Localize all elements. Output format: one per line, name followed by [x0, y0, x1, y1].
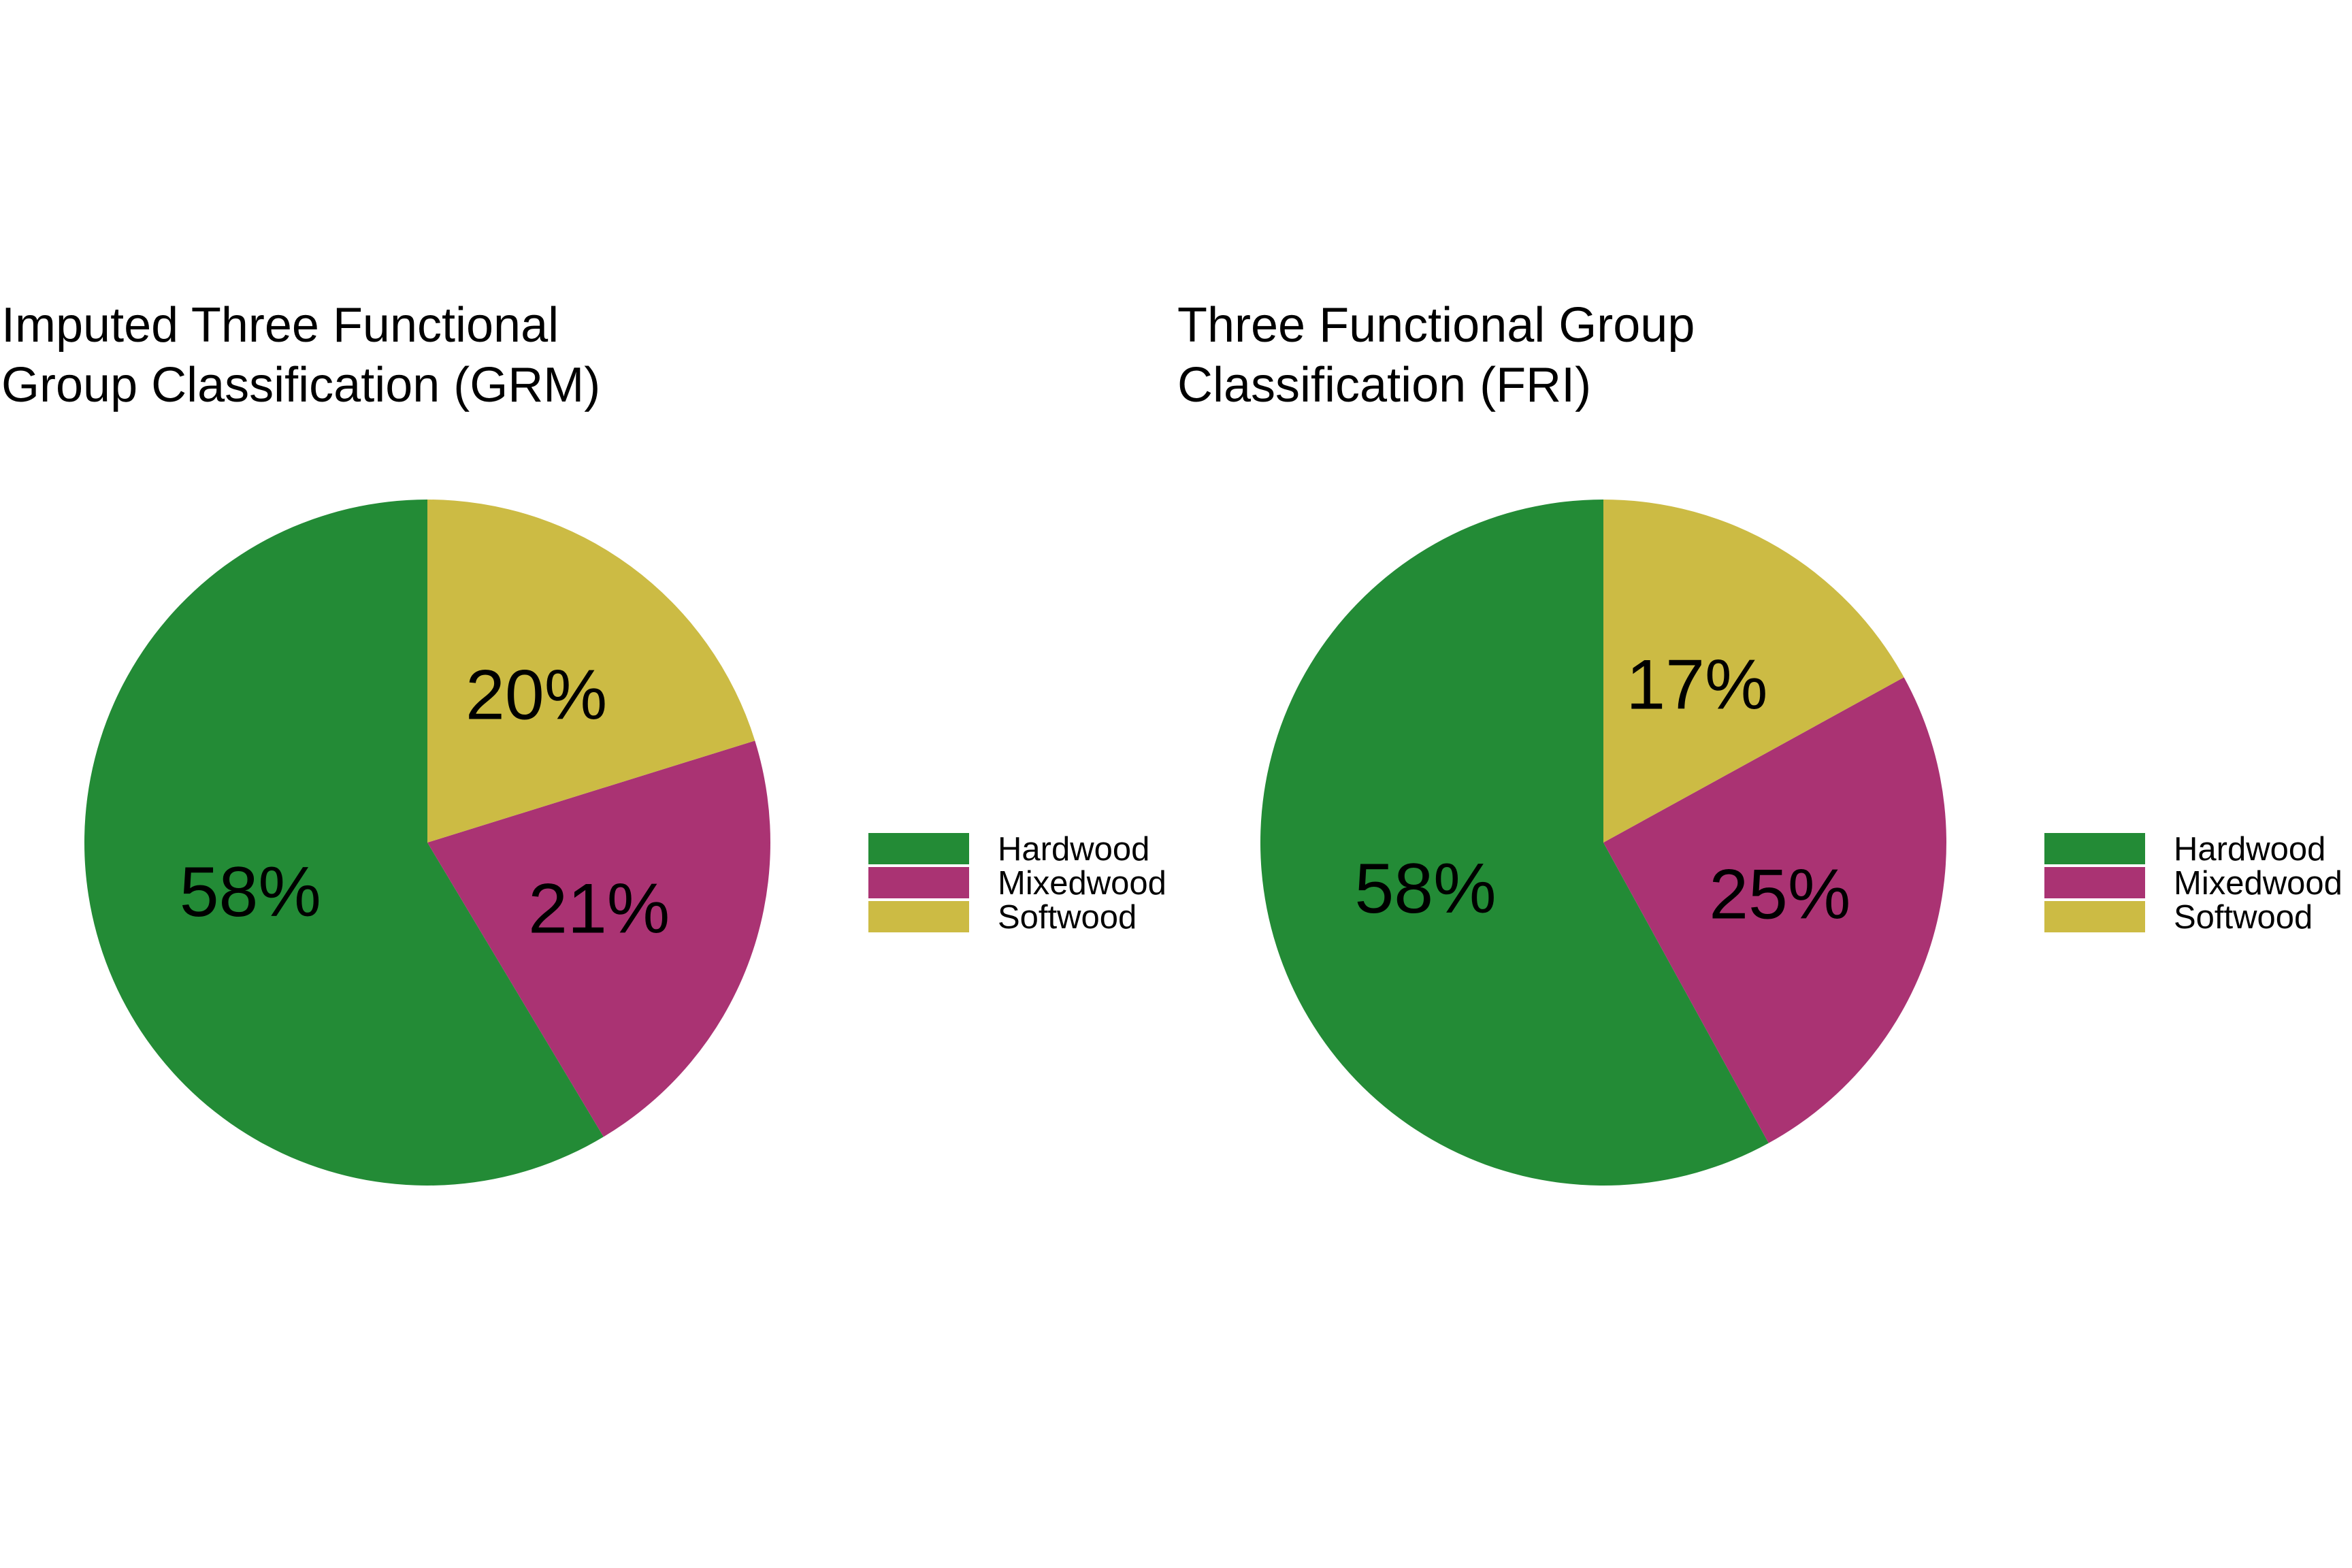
chart-title-line-2: Group Classification (GRM)	[1, 358, 600, 412]
legend-key-mixedwood	[2044, 867, 2145, 898]
slice-hardwood	[84, 500, 604, 1186]
chart-title-line-1: Three Functional Group	[1177, 298, 1695, 353]
legend-key-mixedwood	[868, 867, 969, 898]
legend-label-softwood: Softwood	[2174, 899, 2313, 936]
legend-label-hardwood: Hardwood	[998, 831, 1149, 868]
slice-label-softwood: 20%	[466, 656, 607, 735]
legend: Hardwood Mixedwood Softwood	[2044, 831, 2342, 936]
slice-label-hardwood: 58%	[1354, 849, 1496, 928]
legend-key-hardwood	[2044, 833, 2145, 864]
slice-hardwood	[1260, 499, 1769, 1186]
slice-mixedwood	[427, 740, 770, 1137]
slice-label-mixedwood: 21%	[528, 869, 670, 948]
chart-title-line-1: Imputed Three Functional	[1, 298, 559, 353]
legend-label-hardwood: Hardwood	[2174, 831, 2325, 868]
slice-label-hardwood: 58%	[180, 853, 321, 932]
chart-title-line-2: Classification (FRI)	[1177, 358, 1591, 412]
pie-labels: 58% 25% 17%	[1354, 646, 1850, 934]
slice-softwood	[1603, 500, 1904, 843]
legend-label-softwood: Softwood	[998, 899, 1137, 936]
legend-label-mixedwood: Mixedwood	[998, 865, 1166, 902]
pie-labels: 58% 21% 20%	[180, 656, 670, 949]
pie-slices	[1260, 499, 1946, 1186]
legend-key-softwood	[868, 901, 969, 932]
pie-panel-grm: Imputed Three Functional Group Classific…	[1, 298, 1166, 1186]
slice-mixedwood	[1603, 677, 1946, 1143]
legend: Hardwood Mixedwood Softwood	[868, 831, 1166, 936]
slice-label-softwood: 17%	[1626, 646, 1767, 725]
legend-key-hardwood	[868, 833, 969, 864]
legend-key-softwood	[2044, 901, 2145, 932]
slice-softwood	[427, 500, 755, 843]
slice-label-mixedwood: 25%	[1709, 855, 1850, 934]
pie-slices	[84, 500, 770, 1186]
legend-label-mixedwood: Mixedwood	[2174, 865, 2342, 902]
pie-panel-fri: Three Functional Group Classification (F…	[1177, 298, 2342, 1186]
